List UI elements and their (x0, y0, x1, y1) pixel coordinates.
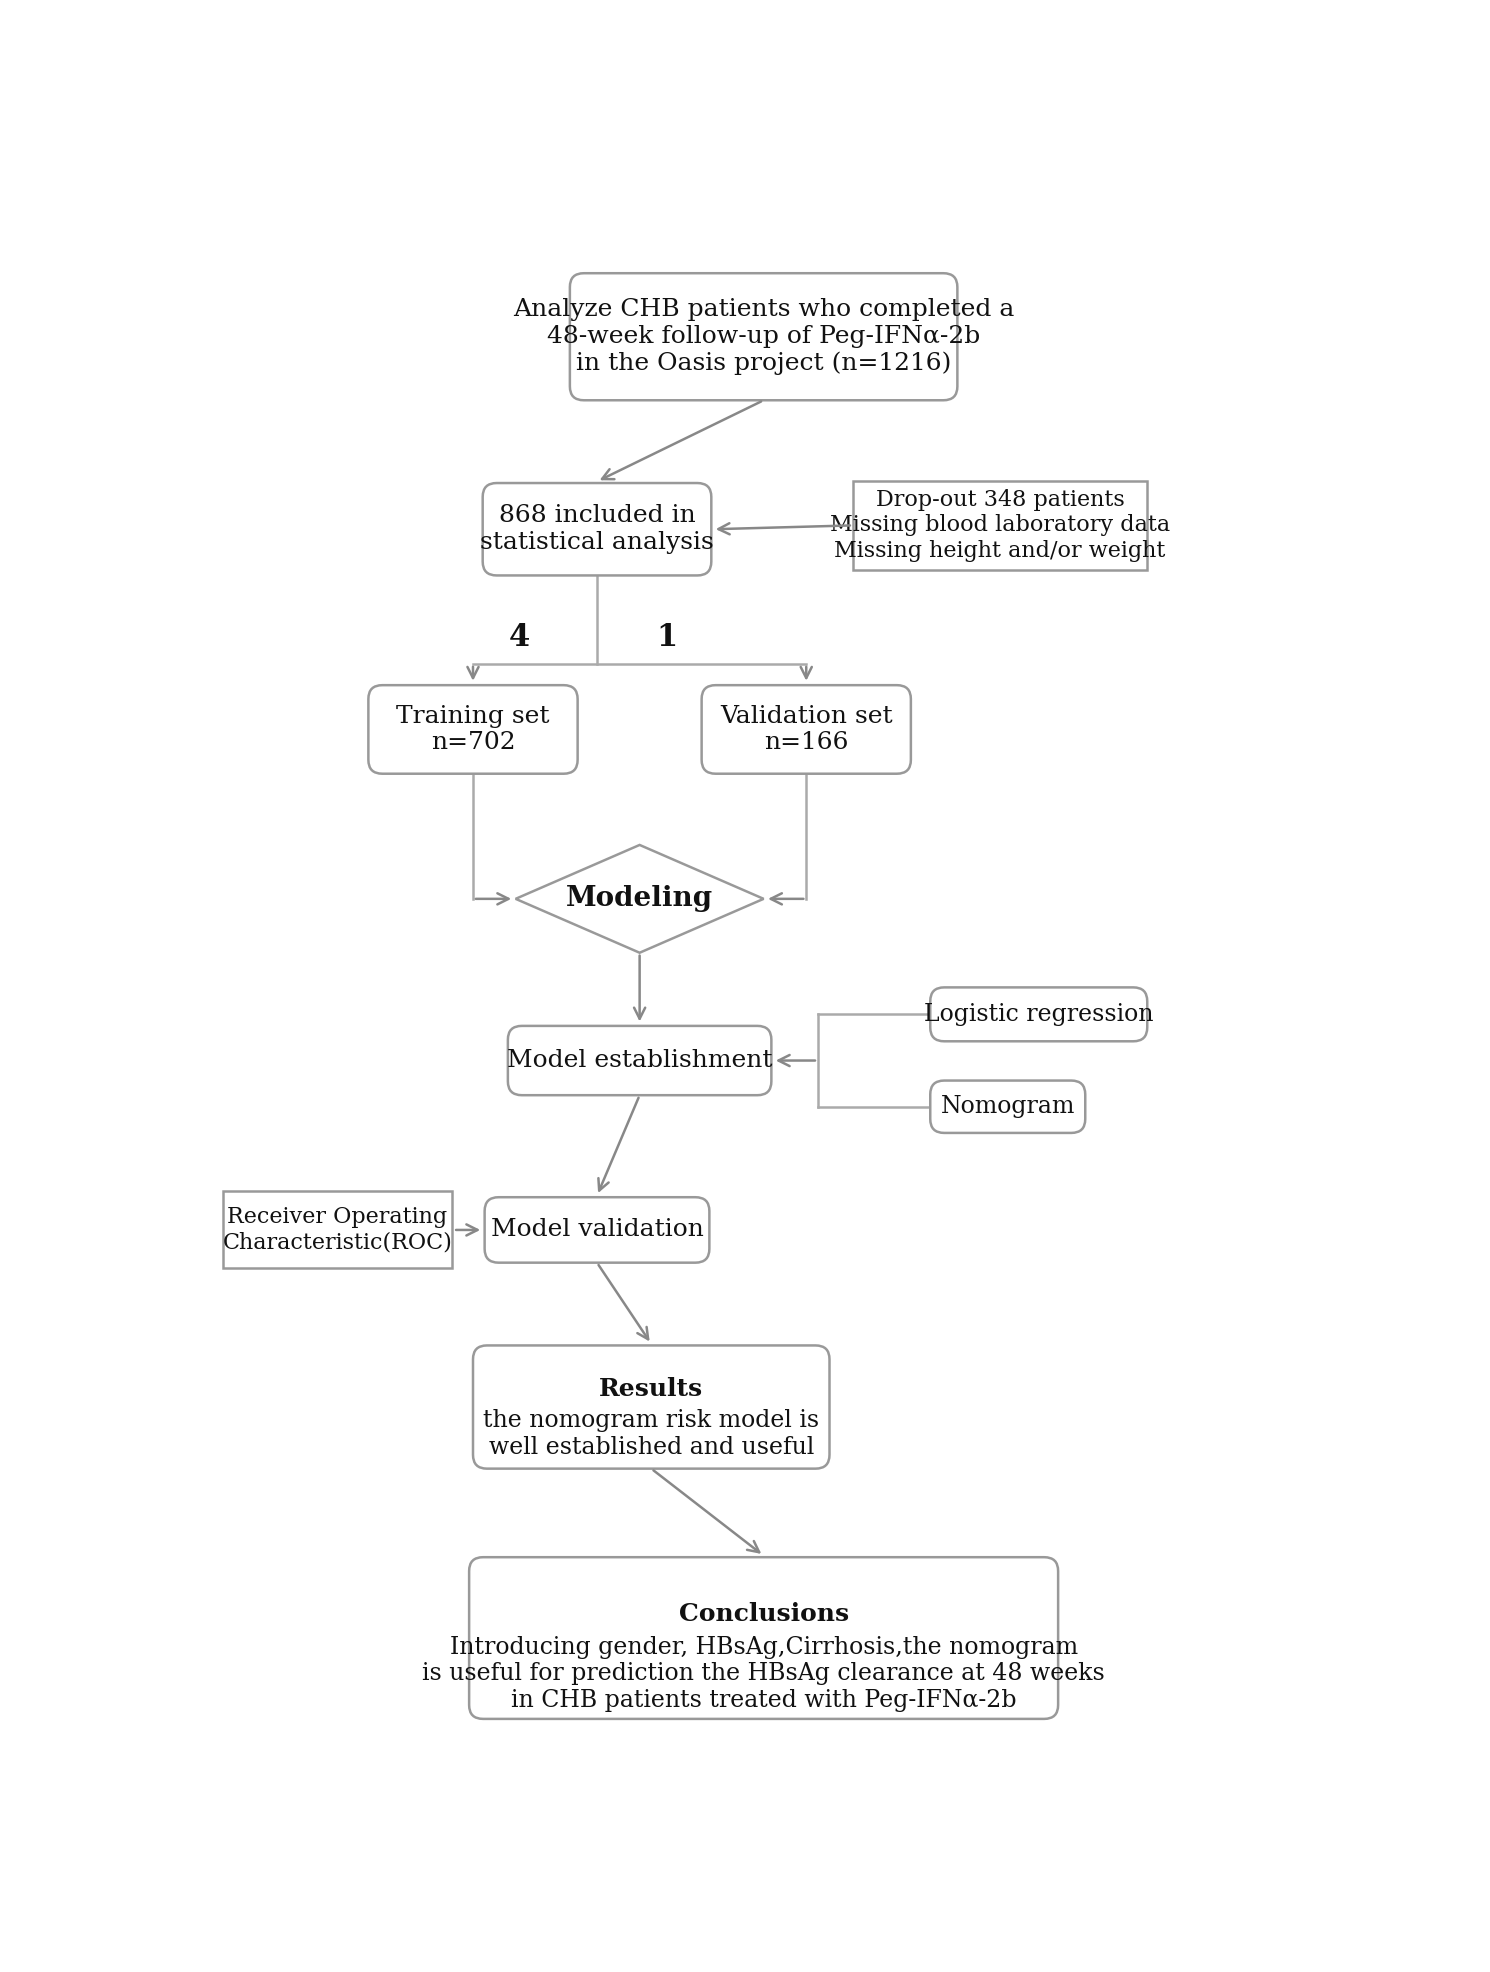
Text: Training set
n=702: Training set n=702 (396, 704, 550, 753)
Text: Logistic regression: Logistic regression (924, 1004, 1153, 1025)
FancyBboxPatch shape (508, 1025, 772, 1094)
FancyBboxPatch shape (930, 988, 1147, 1041)
Polygon shape (516, 844, 763, 952)
Text: Results: Results (599, 1376, 703, 1400)
FancyBboxPatch shape (484, 1197, 709, 1262)
Text: Nomogram: Nomogram (940, 1094, 1074, 1118)
Text: Analyze CHB patients who completed a
48-week follow-up of Peg-IFNα-2b
in the Oas: Analyze CHB patients who completed a 48-… (513, 298, 1015, 375)
Text: Receiver Operating
Characteristic(ROC): Receiver Operating Characteristic(ROC) (222, 1207, 453, 1254)
Text: the nomogram risk model is
well established and useful: the nomogram risk model is well establis… (483, 1410, 820, 1459)
FancyBboxPatch shape (368, 684, 578, 773)
Text: Modeling: Modeling (566, 885, 714, 913)
FancyBboxPatch shape (483, 483, 711, 576)
Text: Introducing gender, HBsAg,Cirrhosis,the nomogram
is useful for prediction the HB: Introducing gender, HBsAg,Cirrhosis,the … (422, 1635, 1106, 1712)
Text: Model validation: Model validation (490, 1219, 703, 1242)
Text: 868 included in
statistical analysis: 868 included in statistical analysis (480, 505, 714, 554)
Text: Validation set
n=166: Validation set n=166 (720, 704, 893, 753)
FancyBboxPatch shape (930, 1081, 1085, 1134)
FancyBboxPatch shape (569, 274, 958, 400)
FancyBboxPatch shape (472, 1345, 830, 1469)
Text: Model establishment: Model establishment (507, 1049, 772, 1073)
Text: Conclusions: Conclusions (678, 1601, 849, 1625)
FancyBboxPatch shape (702, 684, 910, 773)
Text: Drop-out 348 patients
Missing blood laboratory data
Missing height and/or weight: Drop-out 348 patients Missing blood labo… (830, 489, 1170, 562)
Text: 1: 1 (656, 621, 678, 653)
FancyBboxPatch shape (469, 1558, 1058, 1720)
FancyBboxPatch shape (224, 1191, 451, 1268)
FancyBboxPatch shape (852, 481, 1147, 570)
Text: 4: 4 (510, 621, 530, 653)
